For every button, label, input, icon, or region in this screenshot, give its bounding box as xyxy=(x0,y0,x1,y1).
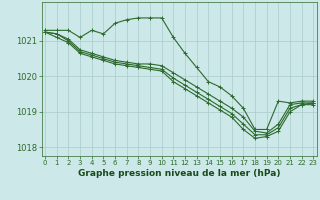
X-axis label: Graphe pression niveau de la mer (hPa): Graphe pression niveau de la mer (hPa) xyxy=(78,169,280,178)
